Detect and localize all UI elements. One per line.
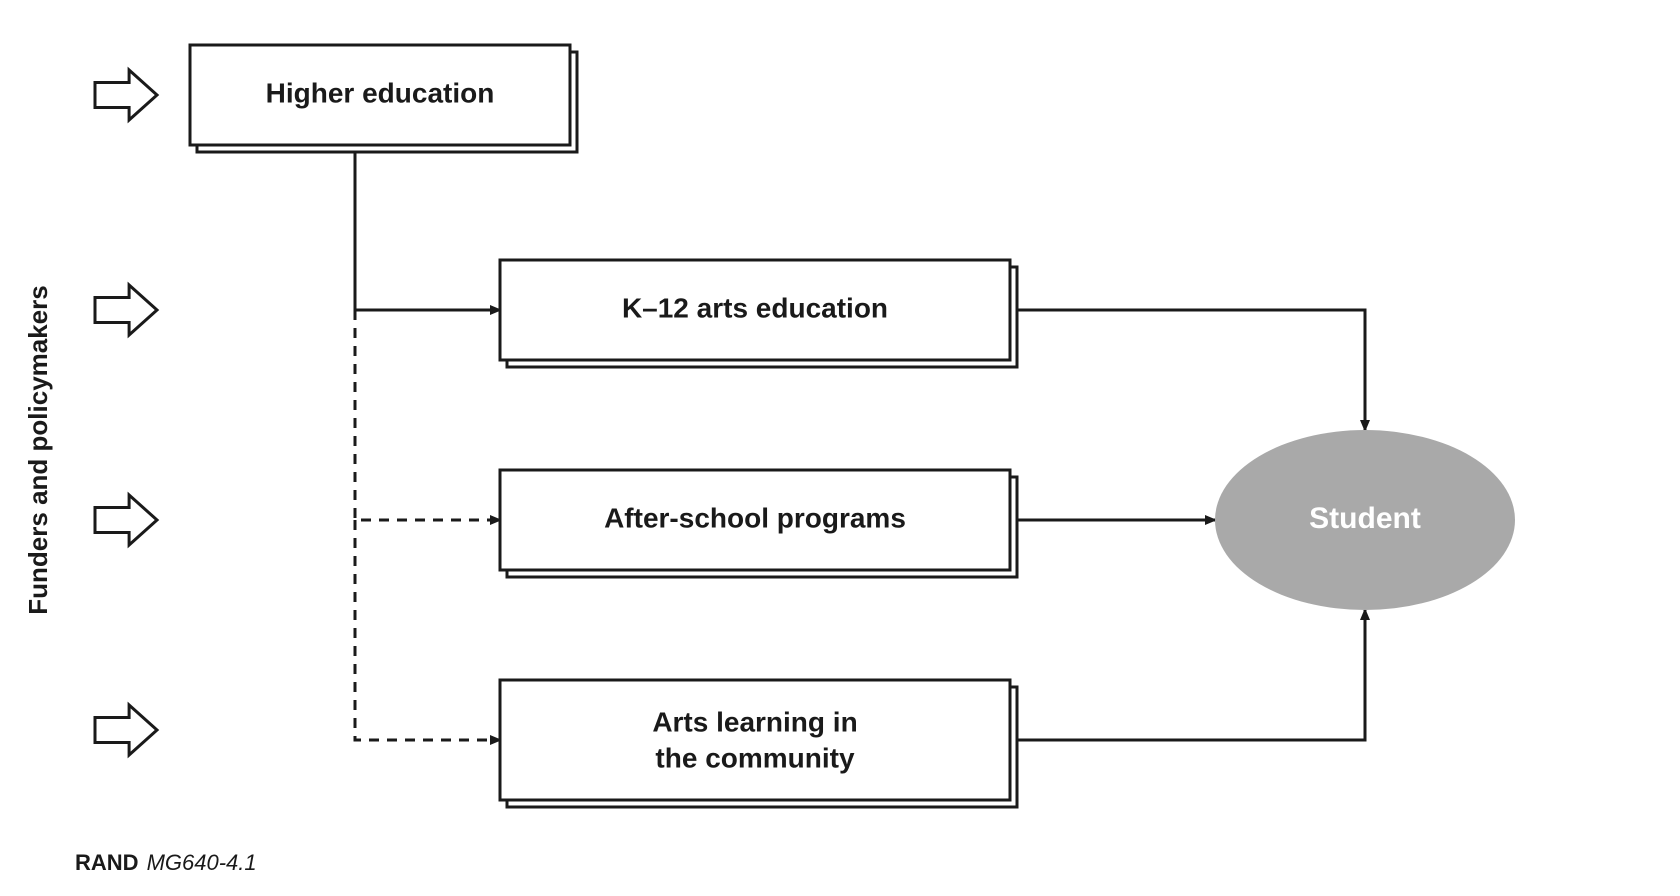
edge-he_to_k12 bbox=[355, 145, 500, 310]
funder-arrow-4 bbox=[95, 705, 157, 755]
arts-learning-community-box bbox=[500, 680, 1010, 800]
diagram-canvas: Higher education K–12 arts education After… bbox=[0, 0, 1680, 896]
community-label-line2: the community bbox=[655, 742, 855, 773]
higher-education-label: Higher education bbox=[266, 77, 495, 108]
caption-prefix: RAND bbox=[75, 850, 139, 875]
caption-code: MG640-4.1 bbox=[147, 850, 257, 875]
flowchart-svg: Higher education K–12 arts education After… bbox=[0, 0, 1680, 896]
figure-caption: RAND MG640-4.1 bbox=[75, 850, 257, 875]
funder-arrow-1 bbox=[95, 70, 157, 120]
student-label: Student bbox=[1309, 502, 1421, 535]
k12-label: K–12 arts education bbox=[622, 292, 888, 323]
after-school-label: After-school programs bbox=[604, 502, 906, 533]
labels-layer: Funders and policymakers RAND MG640-4.1 bbox=[23, 285, 257, 875]
edge-he_to_community bbox=[355, 520, 500, 740]
edge-k12_to_student bbox=[1010, 310, 1365, 430]
community-label-line1: Arts learning in bbox=[652, 706, 857, 737]
edge-he_to_after bbox=[355, 310, 500, 520]
funder-arrow-3 bbox=[95, 495, 157, 545]
open-arrows-layer bbox=[95, 70, 157, 755]
nodes-layer: Higher education K–12 arts education After… bbox=[190, 45, 1515, 807]
funders-policymakers-label: Funders and policymakers bbox=[23, 285, 53, 614]
edges-layer bbox=[355, 145, 1365, 740]
edge-comm_to_student bbox=[1010, 610, 1365, 740]
funder-arrow-2 bbox=[95, 285, 157, 335]
